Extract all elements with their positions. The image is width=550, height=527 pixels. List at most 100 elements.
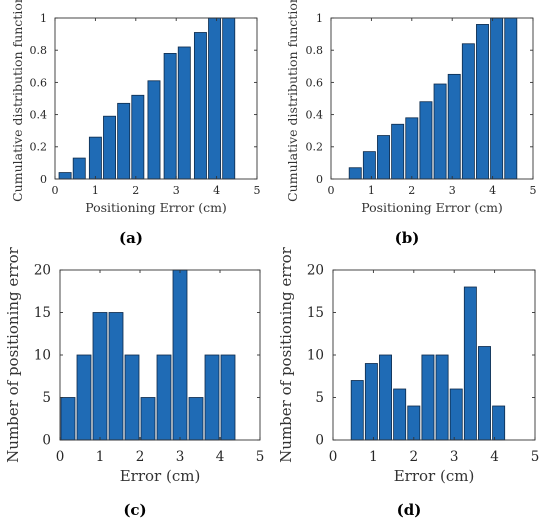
bar-b-9 bbox=[476, 24, 489, 180]
y-tick-label-a-0: 0 bbox=[40, 173, 47, 186]
x-tick-label-b-1: 1 bbox=[368, 184, 375, 197]
bar-d-8 bbox=[463, 286, 477, 441]
y-tick-label-d-2: 10 bbox=[307, 348, 324, 364]
x-tick-label-d-3: 3 bbox=[450, 449, 459, 465]
x-tick-label-a-4: 4 bbox=[213, 184, 220, 197]
bar-c-4 bbox=[124, 354, 140, 441]
bar-d-2 bbox=[379, 354, 392, 441]
panel-label-a: (a) bbox=[119, 229, 143, 247]
x-tick-label-a-5: 5 bbox=[254, 184, 261, 197]
x-tick-label-d-5: 5 bbox=[531, 449, 540, 465]
bar-d-3 bbox=[393, 388, 407, 441]
bar-a-4 bbox=[117, 102, 131, 180]
x-tick-label-a-3: 3 bbox=[173, 184, 180, 197]
chart-a-svg: 0 1 2 3 4 5 0 0.2 0.4 0.6 0.8 1 Positioning Error (c… bbox=[10, 0, 261, 247]
bar-a-10 bbox=[208, 17, 222, 180]
chart-d-svg: 0 1 2 3 4 5 0 5 10 15 20 Error (cm) Number of positi… bbox=[277, 246, 540, 519]
bar-a-5 bbox=[131, 94, 145, 180]
chart-panel-d: 0 1 2 3 4 5 0 5 10 15 20 Error (cm) Number of positi… bbox=[275, 246, 550, 527]
x-tick-label-d-1: 1 bbox=[369, 449, 378, 465]
bar-a-3 bbox=[103, 115, 117, 180]
y-tick-label-b-1: 0.2 bbox=[306, 141, 324, 154]
y-tick-label-b-0: 0 bbox=[316, 173, 323, 186]
y-tick-label-d-0: 0 bbox=[315, 433, 324, 449]
x-tick-label-d-4: 4 bbox=[490, 449, 499, 465]
chart-c-svg: 0 1 2 3 4 5 0 5 10 15 20 Error (cm) Number of positi… bbox=[4, 246, 265, 519]
y-tick-label-c-1: 5 bbox=[42, 390, 51, 406]
chart-panel-c: 0 1 2 3 4 5 0 5 10 15 20 Error (cm) Number of positi… bbox=[0, 246, 275, 527]
x-tick-label-a-1: 1 bbox=[92, 184, 99, 197]
panel-label-b: (b) bbox=[395, 229, 420, 247]
chart-panel-b: 0 1 2 3 4 5 0 0.2 0.4 0.6 0.8 1 Positioning Error (c… bbox=[275, 0, 550, 250]
y-tick-label-c-0: 0 bbox=[42, 433, 51, 449]
bar-a-7 bbox=[163, 53, 177, 180]
x-tick-label-a-2: 2 bbox=[132, 184, 139, 197]
bars-b bbox=[348, 17, 518, 180]
x-axis-label-d: Error (cm) bbox=[394, 467, 475, 485]
bar-b-10 bbox=[490, 17, 504, 180]
bar-c-7 bbox=[172, 269, 188, 441]
y-tick-label-a-5: 1 bbox=[40, 12, 47, 25]
x-tick-label-d-2: 2 bbox=[410, 449, 419, 465]
x-tick-label-c-2: 2 bbox=[136, 449, 145, 465]
x-tick-label-b-4: 4 bbox=[489, 184, 496, 197]
y-axis-label-b: Cumulative distribution function bbox=[285, 0, 300, 202]
y-tick-label-b-5: 1 bbox=[316, 12, 323, 25]
bar-c-5 bbox=[140, 397, 156, 441]
bar-b-5 bbox=[419, 101, 433, 180]
bar-b-0 bbox=[348, 167, 362, 180]
bar-b-3 bbox=[391, 123, 405, 180]
plot-frame-a bbox=[54, 17, 258, 180]
y-tick-label-a-1: 0.2 bbox=[30, 141, 48, 154]
y-tick-label-a-4: 0.8 bbox=[30, 44, 48, 57]
bar-a-0 bbox=[58, 172, 72, 180]
x-tick-label-c-1: 1 bbox=[96, 449, 105, 465]
chart-panel-a: 0 1 2 3 4 5 0 0.2 0.4 0.6 0.8 1 Positioning Error (c… bbox=[0, 0, 275, 250]
bar-a-8 bbox=[177, 46, 191, 180]
y-tick-label-b-3: 0.6 bbox=[306, 76, 324, 89]
bar-d-6 bbox=[435, 354, 449, 441]
bar-d-7 bbox=[449, 388, 463, 441]
x-tick-label-c-5: 5 bbox=[256, 449, 265, 465]
bar-b-11 bbox=[504, 17, 518, 180]
y-tick-label-c-4: 20 bbox=[34, 263, 51, 279]
y-axis-label-c: Number of positioning error bbox=[4, 246, 22, 462]
panel-label-c: (c) bbox=[123, 501, 146, 519]
bars-a bbox=[58, 17, 236, 180]
chart-b-svg: 0 1 2 3 4 5 0 0.2 0.4 0.6 0.8 1 Positioning Error (c… bbox=[285, 0, 537, 247]
bar-d-0 bbox=[350, 380, 364, 441]
x-tick-label-c-4: 4 bbox=[216, 449, 225, 465]
y-tick-label-d-1: 5 bbox=[315, 390, 324, 406]
x-tick-label-b-3: 3 bbox=[449, 184, 456, 197]
x-tick-label-c-3: 3 bbox=[176, 449, 185, 465]
y-axis-label-d: Number of positioning error bbox=[277, 246, 295, 462]
plot-frame-b bbox=[330, 17, 534, 180]
bar-c-9 bbox=[204, 354, 220, 441]
bar-c-6 bbox=[156, 354, 172, 441]
y-tick-label-d-3: 15 bbox=[307, 305, 324, 321]
bar-c-3 bbox=[108, 312, 124, 441]
bar-d-9 bbox=[478, 346, 491, 441]
bar-c-8 bbox=[188, 397, 204, 441]
y-tick-label-c-3: 15 bbox=[34, 305, 51, 321]
bar-d-5 bbox=[421, 354, 435, 441]
bar-b-8 bbox=[461, 43, 475, 180]
bar-d-4 bbox=[407, 405, 421, 441]
y-tick-label-b-2: 0.4 bbox=[306, 108, 324, 121]
x-tick-label-a-0: 0 bbox=[52, 184, 59, 197]
y-axis-label-a: Cumulative distribution function bbox=[10, 0, 25, 202]
bar-b-1 bbox=[362, 151, 376, 180]
bar-d-1 bbox=[364, 363, 378, 441]
bar-d-10 bbox=[492, 405, 506, 441]
y-tick-label-b-4: 0.8 bbox=[306, 44, 324, 57]
x-tick-label-b-0: 0 bbox=[328, 184, 335, 197]
x-axis-label-c: Error (cm) bbox=[120, 467, 201, 485]
x-axis-label-a: Positioning Error (cm) bbox=[85, 200, 227, 215]
bar-a-2 bbox=[88, 136, 102, 180]
bar-c-10 bbox=[220, 354, 236, 441]
y-tick-label-c-2: 10 bbox=[34, 348, 51, 364]
bars-d bbox=[350, 286, 506, 441]
bar-a-1 bbox=[72, 157, 86, 180]
panel-label-d: (d) bbox=[397, 501, 422, 519]
bars-c bbox=[60, 269, 236, 441]
